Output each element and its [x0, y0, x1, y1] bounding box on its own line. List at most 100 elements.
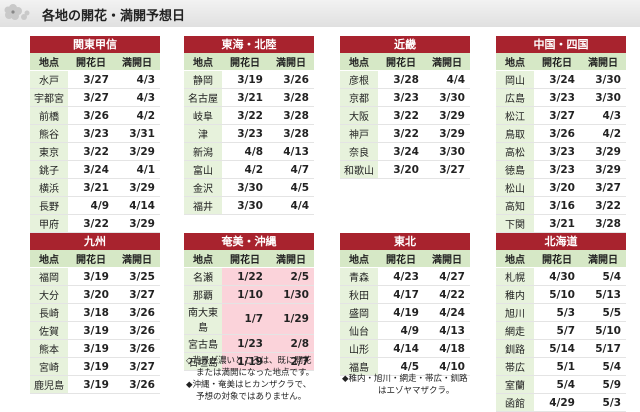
city-cell: 新潟: [184, 142, 222, 161]
column-header-city: 地点: [340, 53, 378, 71]
full-bloom-date-cell: 5/9: [580, 375, 626, 394]
city-cell: 名瀬: [184, 267, 222, 286]
bloom-date-cell: 3/26: [534, 124, 580, 143]
full-bloom-date-cell: 5/5: [580, 303, 626, 322]
column-header-city: 地点: [184, 53, 222, 71]
full-bloom-date-cell: 4/3: [114, 70, 160, 89]
table-row: 青森 4/23 4/27: [340, 267, 470, 286]
bloom-date-cell: 3/26: [68, 106, 114, 125]
bloom-date-cell: 3/19: [68, 339, 114, 358]
column-header-row: 地点 開花日 満開日: [30, 250, 160, 268]
table-row: 津 3/23 3/28: [184, 124, 314, 143]
full-bloom-date-cell: 3/27: [114, 285, 160, 304]
full-bloom-date-cell: 2/7: [268, 352, 314, 371]
table-row: 秋田 4/17 4/22: [340, 285, 470, 304]
bloom-date-cell: 3/21: [222, 88, 268, 107]
table-row: 福井 3/30 4/4: [184, 196, 314, 215]
column-header-city: 地点: [496, 250, 534, 268]
bloom-date-cell: 4/17: [378, 285, 424, 304]
bloom-date-cell: 5/14: [534, 339, 580, 358]
city-cell: 帯広: [496, 357, 534, 376]
city-cell: 長野: [30, 196, 68, 215]
bloom-date-cell: 3/18: [68, 303, 114, 322]
note-line: ◆稚内・旭川・網走・帯広・釧路: [342, 374, 468, 384]
table-row: 銚子 3/24 4/1: [30, 160, 160, 179]
bloom-date-cell: 4/9: [378, 321, 424, 340]
full-bloom-date-cell: 4/4: [424, 70, 470, 89]
full-bloom-date-cell: 4/2: [580, 124, 626, 143]
bloom-date-cell: 3/23: [534, 88, 580, 107]
full-bloom-date-cell: 4/24: [424, 303, 470, 322]
column-header-bloom: 開花日: [378, 250, 424, 268]
table-row: 松江 3/27 4/3: [496, 106, 626, 125]
city-cell: 福岡: [30, 267, 68, 286]
city-cell: 佐賀: [30, 321, 68, 340]
table-row: 前橋 3/26 4/2: [30, 106, 160, 125]
city-cell: 銚子: [30, 160, 68, 179]
full-bloom-date-cell: 3/29: [114, 214, 160, 233]
city-cell: 秋田: [340, 285, 378, 304]
full-bloom-date-cell: 4/5: [268, 178, 314, 197]
bloom-date-cell: 3/20: [534, 178, 580, 197]
table-row: 岡山 3/24 3/30: [496, 70, 626, 89]
column-header-full: 満開日: [580, 250, 626, 268]
table-row: 松山 3/20 3/27: [496, 178, 626, 197]
city-cell: 旭川: [496, 303, 534, 322]
region-table: 地点 開花日 満開日 札幌 4/30 5/4 稚内 5/10 5/13 旭川 5/3 5/5 網走 5/7…: [496, 250, 626, 412]
full-bloom-date-cell: 3/29: [114, 142, 160, 161]
city-cell: 津: [184, 124, 222, 143]
bloom-date-cell: 1/22: [222, 267, 268, 286]
region-block: 東海・北陸 地点 開花日 満開日 静岡 3/19 3/26 名古屋 3/21 3/28 岐阜 3/22…: [184, 36, 314, 215]
region-table: 地点 開花日 満開日 水戸 3/27 4/3 宇都宮 3/27 4/3 前橋 3/26 4/2 熊谷 3/…: [30, 53, 160, 233]
city-cell: 大阪: [340, 106, 378, 125]
full-bloom-date-cell: 5/4: [580, 357, 626, 376]
column-header-city: 地点: [30, 53, 68, 71]
region-table: 地点 開花日 満開日 青森 4/23 4/27 秋田 4/17 4/22 盛岡 4/19 4/24 仙台…: [340, 250, 470, 376]
city-cell: 福井: [184, 196, 222, 215]
table-row: 徳島 3/23 3/29: [496, 160, 626, 179]
column-header-row: 地点 開花日 満開日: [496, 53, 626, 71]
table-row: 高松 3/23 3/29: [496, 142, 626, 161]
table-row: 熊本 3/19 3/26: [30, 339, 160, 358]
bloom-date-cell: 5/1: [534, 357, 580, 376]
city-cell: 横浜: [30, 178, 68, 197]
table-row: 名瀬 1/22 2/5: [184, 267, 314, 286]
table-row: 室蘭 5/4 5/9: [496, 375, 626, 394]
table-row: 仙台 4/9 4/13: [340, 321, 470, 340]
full-bloom-date-cell: 4/14: [114, 196, 160, 215]
bloom-date-cell: 4/29: [534, 393, 580, 412]
table-row: 名古屋 3/21 3/28: [184, 88, 314, 107]
bloom-date-cell: 4/2: [222, 160, 268, 179]
full-bloom-date-cell: 2/5: [268, 267, 314, 286]
city-cell: 石垣島: [184, 352, 222, 371]
full-bloom-date-cell: 3/25: [114, 267, 160, 286]
city-cell: 和歌山: [340, 160, 378, 179]
bloom-date-cell: 3/23: [534, 142, 580, 161]
column-header-full: 満開日: [114, 250, 160, 268]
city-cell: 松山: [496, 178, 534, 197]
full-bloom-date-cell: 3/28: [580, 214, 626, 233]
bloom-date-cell: 4/9: [68, 196, 114, 215]
city-cell: 広島: [496, 88, 534, 107]
column-header-city: 地点: [340, 250, 378, 268]
full-bloom-date-cell: 3/29: [424, 124, 470, 143]
city-cell: 熊谷: [30, 124, 68, 143]
table-row: 那覇 1/10 1/30: [184, 285, 314, 304]
city-cell: 岐阜: [184, 106, 222, 125]
full-bloom-date-cell: 4/10: [424, 357, 470, 376]
full-bloom-date-cell: 3/30: [580, 88, 626, 107]
region-block: 中国・四国 地点 開花日 満開日 岡山 3/24 3/30 広島 3/23 3/30 松江 3/27 4…: [496, 36, 626, 233]
bloom-date-cell: 3/22: [378, 106, 424, 125]
region-table: 地点 開花日 満開日 彦根 3/28 4/4 京都 3/23 3/30 大阪 3/22 3/29 神戸 3…: [340, 53, 470, 179]
column-header-bloom: 開花日: [378, 53, 424, 71]
column-header-row: 地点 開花日 満開日: [184, 53, 314, 71]
table-row: 新潟 4/8 4/13: [184, 142, 314, 161]
bloom-date-cell: 5/3: [534, 303, 580, 322]
region-table: 地点 開花日 満開日 福岡 3/19 3/25 大分 3/20 3/27 長崎 3/18 3/26 佐賀…: [30, 250, 160, 394]
full-bloom-date-cell: 3/22: [580, 196, 626, 215]
bloom-date-cell: 3/19: [68, 357, 114, 376]
bloom-date-cell: 3/24: [68, 160, 114, 179]
full-bloom-date-cell: 5/3: [580, 393, 626, 412]
full-bloom-date-cell: 3/29: [424, 106, 470, 125]
city-cell: 仙台: [340, 321, 378, 340]
